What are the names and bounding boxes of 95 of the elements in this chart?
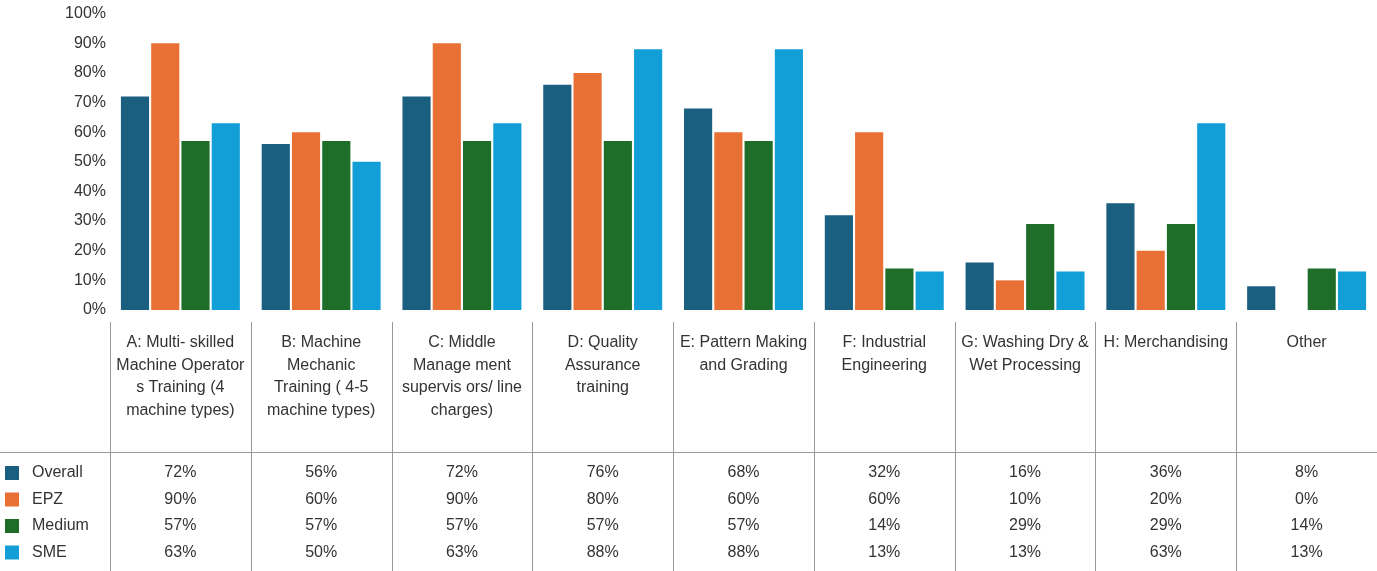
bar — [603, 141, 632, 310]
data-label: 63% — [164, 542, 197, 560]
bar — [995, 280, 1024, 310]
bar — [322, 141, 351, 310]
bar — [181, 141, 210, 310]
data-label: 80% — [586, 489, 619, 507]
y-tick-label: 40% — [73, 181, 106, 199]
bar — [543, 84, 572, 310]
bar — [714, 132, 743, 310]
bar — [634, 49, 663, 310]
y-tick-label: 90% — [73, 33, 106, 51]
bar — [1056, 271, 1085, 310]
x-tick-label: G: Washing Dry & Wet Processing — [961, 333, 1090, 373]
y-tick-label: 80% — [73, 63, 106, 81]
bar — [1106, 203, 1135, 310]
data-label: 0% — [1295, 489, 1319, 507]
y-tick-label: 30% — [73, 211, 106, 229]
data-label: 60% — [868, 489, 901, 507]
data-label: 60% — [305, 489, 338, 507]
bar — [855, 132, 884, 310]
data-label: 63% — [1149, 542, 1182, 560]
data-label: 50% — [305, 542, 338, 560]
bar — [774, 49, 803, 310]
data-label: 72% — [164, 463, 197, 481]
data-label: 16% — [1009, 463, 1042, 481]
bar — [573, 72, 602, 310]
data-label: 13% — [1290, 542, 1323, 560]
data-label: 8% — [1295, 463, 1319, 481]
x-tick-label: F: Industrial Engineering — [841, 333, 927, 373]
bar — [1166, 224, 1196, 310]
y-tick-label: 70% — [73, 92, 106, 110]
legend-label: EPZ — [32, 489, 64, 507]
bar — [885, 268, 914, 310]
bar — [1337, 271, 1367, 310]
data-label: 88% — [727, 542, 760, 560]
x-tick-label: E: Pattern Making and Grading — [679, 333, 808, 373]
data-label: 57% — [727, 516, 760, 534]
data-label: 56% — [305, 463, 338, 481]
data-label: 90% — [164, 489, 197, 507]
data-label: 10% — [1009, 489, 1042, 507]
y-tick-label: 100% — [65, 4, 106, 22]
bar — [291, 132, 321, 310]
data-label: 90% — [445, 489, 478, 507]
x-tick-label: H: Merchandising — [1103, 333, 1229, 351]
legend-label: SME — [32, 542, 67, 560]
data-label: 68% — [727, 463, 760, 481]
bar — [1247, 286, 1276, 310]
x-tick-label: Other — [1286, 333, 1328, 351]
bar — [744, 141, 773, 310]
bar — [463, 141, 492, 310]
data-label: 29% — [1149, 516, 1182, 534]
data-label: 14% — [868, 516, 901, 534]
data-label: 72% — [445, 463, 478, 481]
bar — [402, 96, 431, 310]
data-label: 20% — [1149, 489, 1182, 507]
x-tick-label: B: Machine Mechanic Training ( 4-5 machine types) — [266, 333, 376, 418]
y-tick-label: 50% — [73, 152, 106, 170]
bar — [261, 144, 290, 310]
data-label: 29% — [1009, 516, 1042, 534]
bar — [1197, 123, 1226, 310]
bar — [151, 43, 180, 310]
data-label: 63% — [445, 542, 478, 560]
y-tick-label: 60% — [73, 122, 106, 140]
bar — [684, 108, 713, 310]
data-label: 57% — [305, 516, 338, 534]
bar — [352, 161, 381, 310]
y-tick-label: 0% — [82, 300, 106, 318]
data-label: 57% — [164, 516, 197, 534]
data-label: 60% — [727, 489, 760, 507]
bar — [1026, 224, 1055, 310]
data-label: 32% — [868, 463, 901, 481]
bar — [915, 271, 944, 310]
bar — [432, 43, 461, 310]
data-label: 14% — [1290, 516, 1323, 534]
data-label: 57% — [586, 516, 619, 534]
data-label: 57% — [445, 516, 478, 534]
data-label: 88% — [586, 542, 619, 560]
y-tick-label: 10% — [73, 270, 106, 288]
bar — [1136, 250, 1165, 310]
data-label: 76% — [586, 463, 619, 481]
legend-label: Medium — [32, 516, 89, 534]
bar — [824, 215, 853, 310]
data-label: 13% — [1009, 542, 1042, 560]
bar — [120, 96, 150, 310]
x-tick-label: D: Quality Assurance training — [564, 333, 641, 396]
data-label: 36% — [1149, 463, 1182, 481]
data-label: 13% — [868, 542, 901, 560]
bar — [211, 123, 240, 310]
legend-label: Overall — [32, 463, 83, 481]
x-tick-label: A: Multi- skilled Machine Operator s Training (4 machine types) — [116, 333, 246, 418]
bar — [493, 123, 522, 310]
x-tick-label: C: Middle Manage ment supervis ors/ line charges) — [401, 333, 523, 418]
bar — [1307, 268, 1336, 310]
bar — [965, 262, 994, 310]
y-tick-label: 20% — [73, 241, 106, 259]
